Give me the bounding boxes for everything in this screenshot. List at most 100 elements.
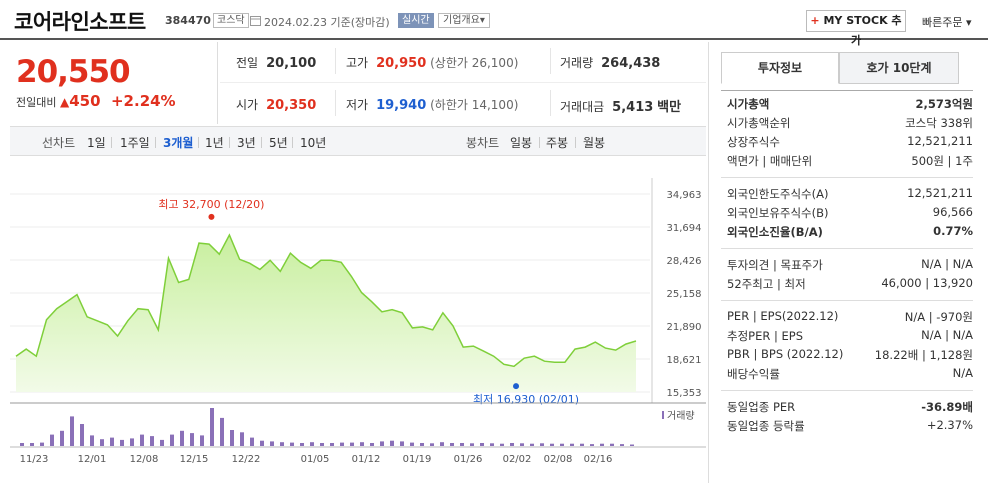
- volume-bar: [480, 443, 484, 446]
- stat-label: 시가: [236, 98, 259, 112]
- my-stock-add-button[interactable]: + MY STOCK 추가: [806, 10, 906, 47]
- info-key[interactable]: PER | EPS(2022.12): [727, 309, 839, 323]
- divider: [111, 137, 112, 148]
- low-annotation: 최저 16,930 (02/01): [473, 393, 579, 406]
- info-value: N/A | N/A: [921, 328, 973, 342]
- price-chart[interactable]: 34,963 31,694 28,426 25,158 21,890 18,621 15,3…: [10, 158, 706, 478]
- up-arrow-icon: ▲: [59, 95, 70, 109]
- volume-bar: [120, 439, 124, 446]
- info-key: 투자의견 | 목표주가: [727, 258, 823, 272]
- x-tick-label: 02/16: [584, 454, 613, 465]
- range-tab-10y[interactable]: 10년: [300, 136, 327, 150]
- stock-code: 384470: [165, 14, 211, 27]
- corp-overview-label: 기업개요: [443, 15, 480, 26]
- volume-bar: [530, 443, 534, 446]
- volume-bar: [620, 444, 624, 446]
- info-key[interactable]: 배당수익률: [727, 367, 780, 381]
- change-value: 450: [69, 92, 101, 110]
- candle-tab-month[interactable]: 월봉: [583, 136, 606, 150]
- x-axis: 11/23 12/01 12/08 12/15 12/22 01/05 01/12 01/19…: [20, 454, 613, 465]
- trade-date: 2024.02.23: [264, 16, 327, 29]
- candle-tab-day[interactable]: 일봉: [510, 136, 533, 150]
- divider: [575, 137, 576, 148]
- volume-bar: [520, 443, 524, 446]
- divider: [155, 137, 156, 148]
- volume-bar: [580, 443, 584, 446]
- info-key[interactable]: 동일업종 등락률: [727, 419, 805, 433]
- info-row: 외국인소진율(B/A) 0.77%: [727, 224, 973, 242]
- volume-bar: [450, 443, 454, 446]
- low-marker: [513, 383, 520, 390]
- chart-range-bar: 선차트 1일 1주일 3개월 1년 3년 5년 10년 봉차트 일봉 주봉 월봉: [10, 126, 706, 156]
- range-tab-3m[interactable]: 3개월: [163, 136, 194, 150]
- info-row: 동일업종 PER -36.89배: [727, 399, 973, 417]
- y-axis: 34,963 31,694 28,426 25,158 21,890 18,621 15,3…: [667, 190, 702, 399]
- current-price: 20,550: [16, 54, 131, 90]
- info-key[interactable]: 추정PER | EPS: [727, 329, 804, 343]
- upper-limit: (상한가 26,100): [430, 56, 519, 70]
- divider: [721, 177, 973, 178]
- volume-bar: [260, 440, 264, 446]
- divider: [220, 82, 706, 83]
- volume-bar: [490, 443, 494, 446]
- volume-bar: [350, 442, 354, 446]
- info-key[interactable]: 동일업종 PER: [727, 400, 796, 414]
- y-tick-label: 28,426: [667, 256, 702, 267]
- info-value: -36.89배: [921, 400, 973, 414]
- stock-name: 코어라인소프트: [14, 10, 146, 34]
- lower-limit: (하한가 14,100): [430, 98, 519, 112]
- divider: [198, 137, 199, 148]
- volume-bar: [80, 424, 84, 446]
- stat-open: 시가 20,350: [236, 96, 316, 113]
- quick-order-button[interactable]: 빠른주문 ▾: [922, 14, 972, 30]
- volume-bar: [410, 442, 414, 446]
- line-chart-label: 선차트: [42, 136, 76, 150]
- x-tick-label: 12/08: [130, 454, 159, 465]
- divider: [229, 137, 230, 148]
- volume-bar: [300, 443, 304, 446]
- info-key: 52주최고 | 최저: [727, 277, 806, 291]
- x-tick-label: 11/23: [20, 454, 49, 465]
- volume-bar: [360, 442, 364, 446]
- stat-value: 20,350: [266, 98, 317, 113]
- range-tab-3y[interactable]: 3년: [237, 136, 256, 150]
- range-tab-1d[interactable]: 1일: [87, 136, 106, 150]
- info-key[interactable]: 시가총액순위: [727, 116, 791, 130]
- x-tick-label: 01/26: [454, 454, 483, 465]
- volume-bar: [180, 430, 184, 446]
- info-key[interactable]: PBR | BPS (2022.12): [727, 347, 844, 361]
- volume-bar: [200, 435, 204, 446]
- x-tick-label: 12/01: [78, 454, 107, 465]
- info-value: 18.22배 | 1,128원: [874, 348, 973, 362]
- my-stock-label: MY STOCK 추가: [823, 14, 902, 47]
- volume-bar: [370, 443, 374, 446]
- divider: [550, 48, 551, 74]
- volume-bar: [20, 443, 24, 446]
- stat-label: 전일: [236, 56, 259, 70]
- info-row: 시가총액순위 코스닥 338위: [727, 115, 973, 133]
- info-key: 외국인한도주식수(A): [727, 187, 829, 201]
- stat-label: 거래량: [560, 56, 594, 70]
- stat-value: 19,940: [376, 98, 427, 113]
- range-tab-1y[interactable]: 1년: [205, 136, 224, 150]
- volume-bar: [30, 443, 34, 446]
- volume-bar: [510, 443, 514, 446]
- volume-bar: [630, 444, 634, 446]
- candle-tab-week[interactable]: 주봉: [546, 136, 569, 150]
- range-tab-1w[interactable]: 1주일: [120, 136, 150, 150]
- info-value: 0.77%: [933, 224, 973, 238]
- info-row: 상장주식수 12,521,211: [727, 134, 973, 152]
- y-tick-label: 31,694: [667, 223, 702, 234]
- stat-volume: 거래량 264,438: [560, 54, 660, 71]
- realtime-button[interactable]: 실시간: [398, 13, 434, 28]
- tab-investment-info[interactable]: 투자정보: [721, 52, 839, 84]
- range-tab-5y[interactable]: 5년: [269, 136, 288, 150]
- stat-value: 5,413: [612, 100, 654, 115]
- x-tick-label: 12/15: [180, 454, 209, 465]
- corp-overview-button[interactable]: 기업개요▾: [438, 13, 490, 28]
- chevron-down-icon: ▾: [965, 16, 972, 29]
- volume-bar: [140, 434, 144, 446]
- volume-bar: [210, 408, 214, 446]
- tab-hoga-10[interactable]: 호가 10단계: [839, 52, 959, 84]
- info-row: PBR | BPS (2022.12) 18.22배 | 1,128원: [727, 347, 973, 365]
